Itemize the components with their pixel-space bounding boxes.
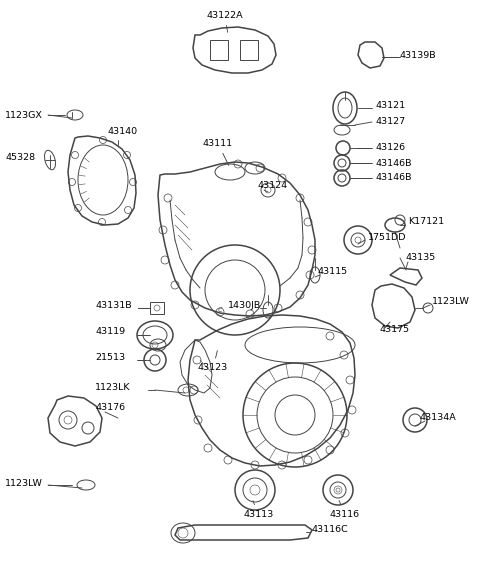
Text: 43121: 43121 <box>375 100 405 110</box>
Text: 43176: 43176 <box>95 404 125 412</box>
Text: 43115: 43115 <box>318 267 348 277</box>
Text: 43127: 43127 <box>375 118 405 126</box>
Text: K17121: K17121 <box>408 218 444 227</box>
Text: 1123LW: 1123LW <box>432 298 470 306</box>
Text: 43134A: 43134A <box>420 414 457 422</box>
Text: 43131B: 43131B <box>95 300 132 310</box>
Text: 43122A: 43122A <box>207 11 243 32</box>
Text: c: c <box>218 306 222 314</box>
Text: 43146B: 43146B <box>375 173 411 183</box>
Text: 21513: 21513 <box>95 353 125 362</box>
Text: 1123LW: 1123LW <box>5 478 43 488</box>
Text: 1123LK: 1123LK <box>95 383 131 393</box>
Text: 43119: 43119 <box>95 328 125 336</box>
Text: 43111: 43111 <box>203 139 233 165</box>
Text: 43139B: 43139B <box>400 50 437 60</box>
Text: 45328: 45328 <box>5 153 35 161</box>
Text: 43116C: 43116C <box>312 525 349 535</box>
Text: 1430JB: 1430JB <box>228 300 261 310</box>
Text: 43135: 43135 <box>405 253 435 263</box>
Text: 43175: 43175 <box>380 325 410 335</box>
Text: 43116: 43116 <box>330 501 360 519</box>
Text: 43146B: 43146B <box>375 158 411 168</box>
Text: 43126: 43126 <box>375 143 405 153</box>
Text: 43124: 43124 <box>258 180 288 190</box>
Text: 1123GX: 1123GX <box>5 111 43 119</box>
Text: 43113: 43113 <box>243 501 273 519</box>
Text: 43123: 43123 <box>198 351 228 372</box>
Text: 43140: 43140 <box>108 128 138 136</box>
Text: 1751DD: 1751DD <box>368 234 407 242</box>
